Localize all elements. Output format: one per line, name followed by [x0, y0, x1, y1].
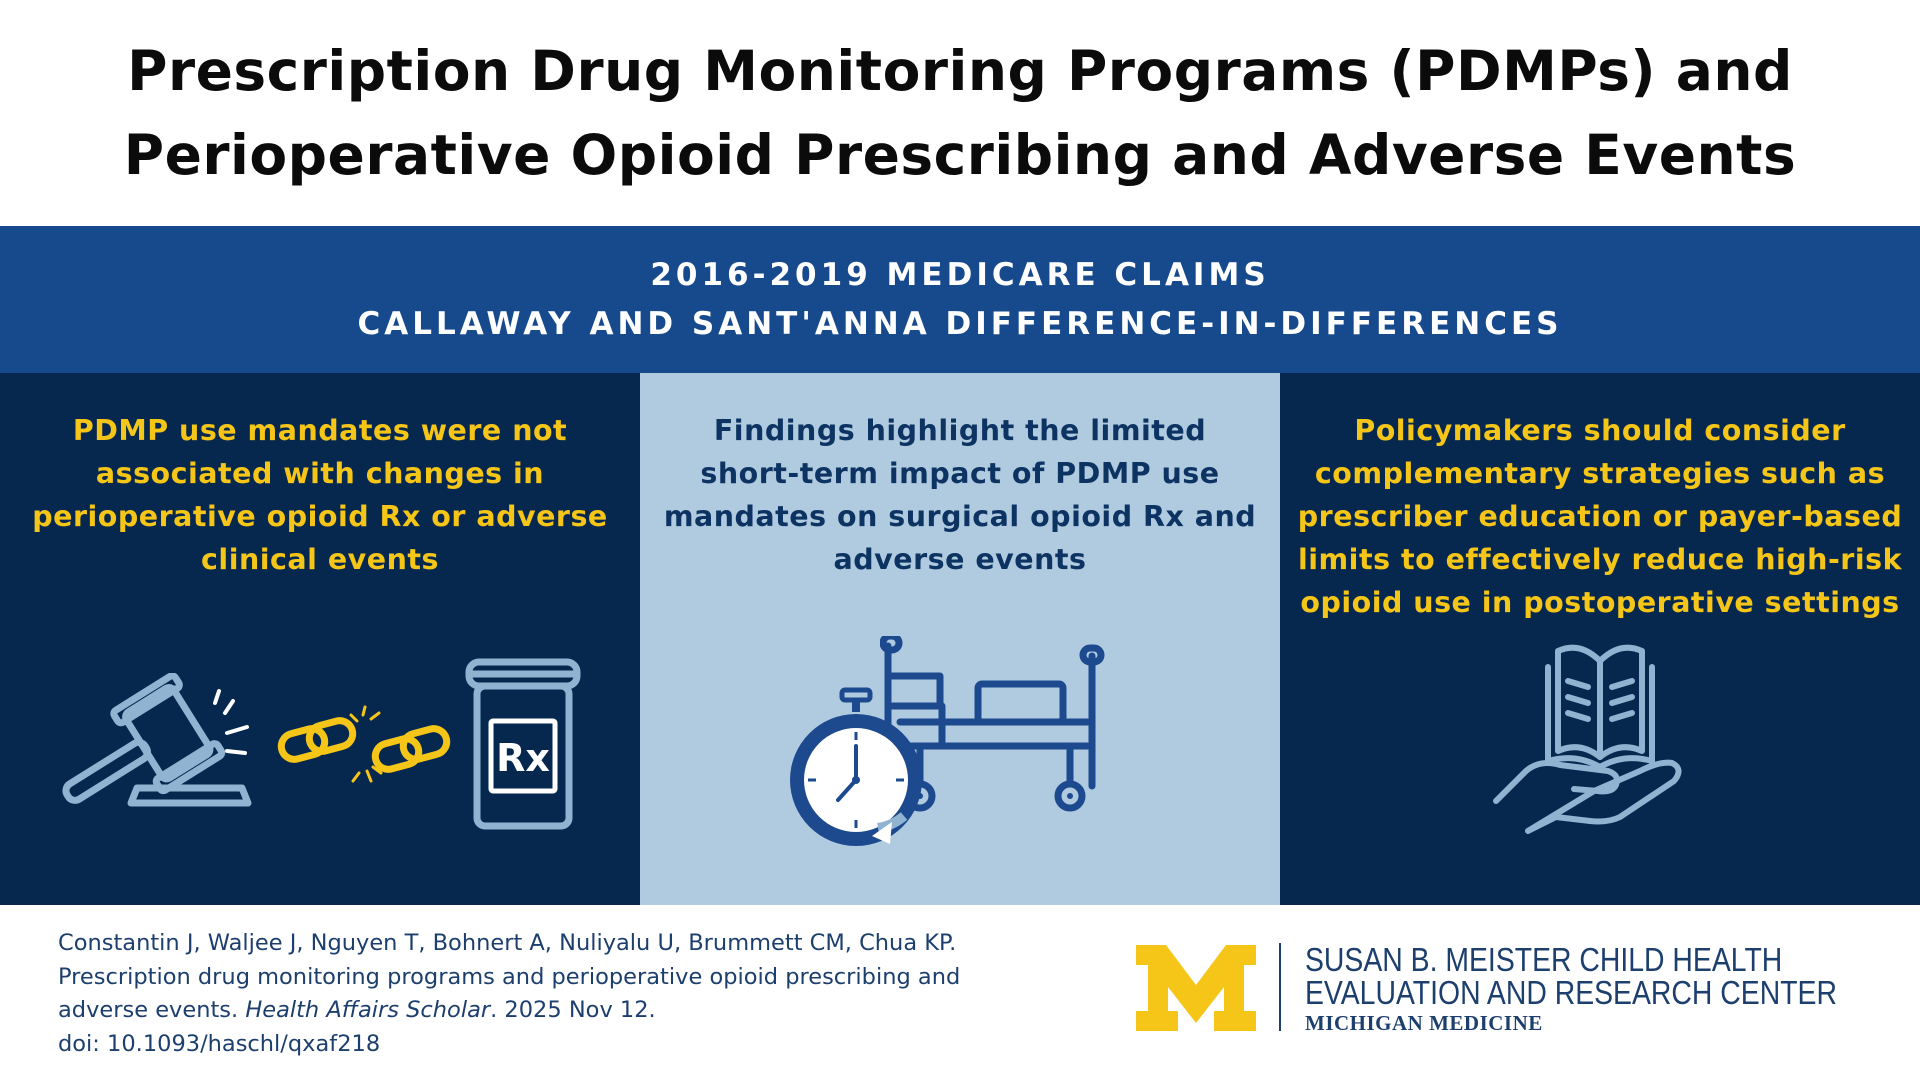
panel-left-line: perioperative opioid Rx or adverse [32, 500, 608, 533]
band-line-2: CALLAWAY AND SANT'ANNA DIFFERENCE-IN-DIF… [357, 305, 1563, 342]
panel-middle-line: mandates on surgical opioid Rx and [663, 500, 1257, 533]
panel-left: PDMP use mandates were not associated wi… [0, 373, 640, 905]
stopwatch-icon [790, 687, 922, 846]
logo-divider [1279, 943, 1281, 1031]
citation-authors: Constantin J, Waljee J, Nguyen T, Bohner… [58, 930, 961, 1023]
band-line-1: 2016-2019 MEDICARE CLAIMS [650, 256, 1270, 293]
panel-left-line: PDMP use mandates were not [72, 414, 568, 447]
broken-chain-icon [277, 705, 451, 783]
citation-date: . 2025 Nov 12. [490, 997, 656, 1023]
panel-right-line: complementary strategies such as [1314, 457, 1886, 490]
title-line-2: Perioperative Opioid Prescribing and Adv… [123, 123, 1797, 187]
citation: Constantin J, Waljee J, Nguyen T, Bohner… [58, 927, 978, 1061]
panel-middle-line: adverse events [833, 543, 1087, 576]
panel-right: Policymakers should consider complementa… [1280, 373, 1920, 905]
footer: Constantin J, Waljee J, Nguyen T, Bohner… [0, 905, 1920, 1080]
michigan-m-logo [1136, 945, 1256, 1031]
org-name: SUSAN B. MEISTER CHILD HEALTH EVALUATION… [1305, 943, 1920, 1037]
panel-middle-text: Findings highlight the limited short-ter… [660, 409, 1260, 581]
title-area: Prescription Drug Monitoring Programs (P… [0, 0, 1920, 226]
method-band: 2016-2019 MEDICARE CLAIMS CALLAWAY AND S… [0, 226, 1920, 373]
hand-holding-book-icon [1493, 644, 1682, 834]
panel-middle: Findings highlight the limited short-ter… [640, 373, 1280, 905]
panel-left-line: clinical events [201, 543, 439, 576]
org-line-3: MICHIGAN MEDICINE [1305, 1011, 1543, 1035]
panel-middle-line: short-term impact of PDMP use [700, 457, 1220, 490]
panel-left-line: associated with changes in [95, 457, 545, 490]
panel-right-line: opioid use in postoperative settings [1300, 586, 1900, 619]
panel-right-line: limits to effectively reduce high-risk [1297, 543, 1903, 576]
pill-bottle-icon: Rx [465, 658, 581, 830]
panel-right-line: Policymakers should consider [1354, 414, 1846, 447]
panel-right-text: Policymakers should consider complementa… [1295, 409, 1905, 624]
citation-doi: doi: 10.1093/haschl/qxaf218 [58, 1030, 381, 1057]
rx-label: Rx [496, 736, 550, 780]
title-line-1: Prescription Drug Monitoring Programs (P… [127, 39, 1793, 103]
panel-right-line: prescriber education or payer-based [1297, 500, 1903, 533]
org-line-1: SUSAN B. MEISTER CHILD HEALTH [1305, 941, 1783, 978]
gavel-icon [62, 673, 252, 807]
panel-middle-line: Findings highlight the limited [713, 414, 1207, 447]
panel-left-text: PDMP use mandates were not associated wi… [20, 409, 620, 581]
citation-journal: Health Affairs Scholar [245, 997, 491, 1023]
org-line-2: EVALUATION AND RESEARCH CENTER [1305, 974, 1837, 1011]
